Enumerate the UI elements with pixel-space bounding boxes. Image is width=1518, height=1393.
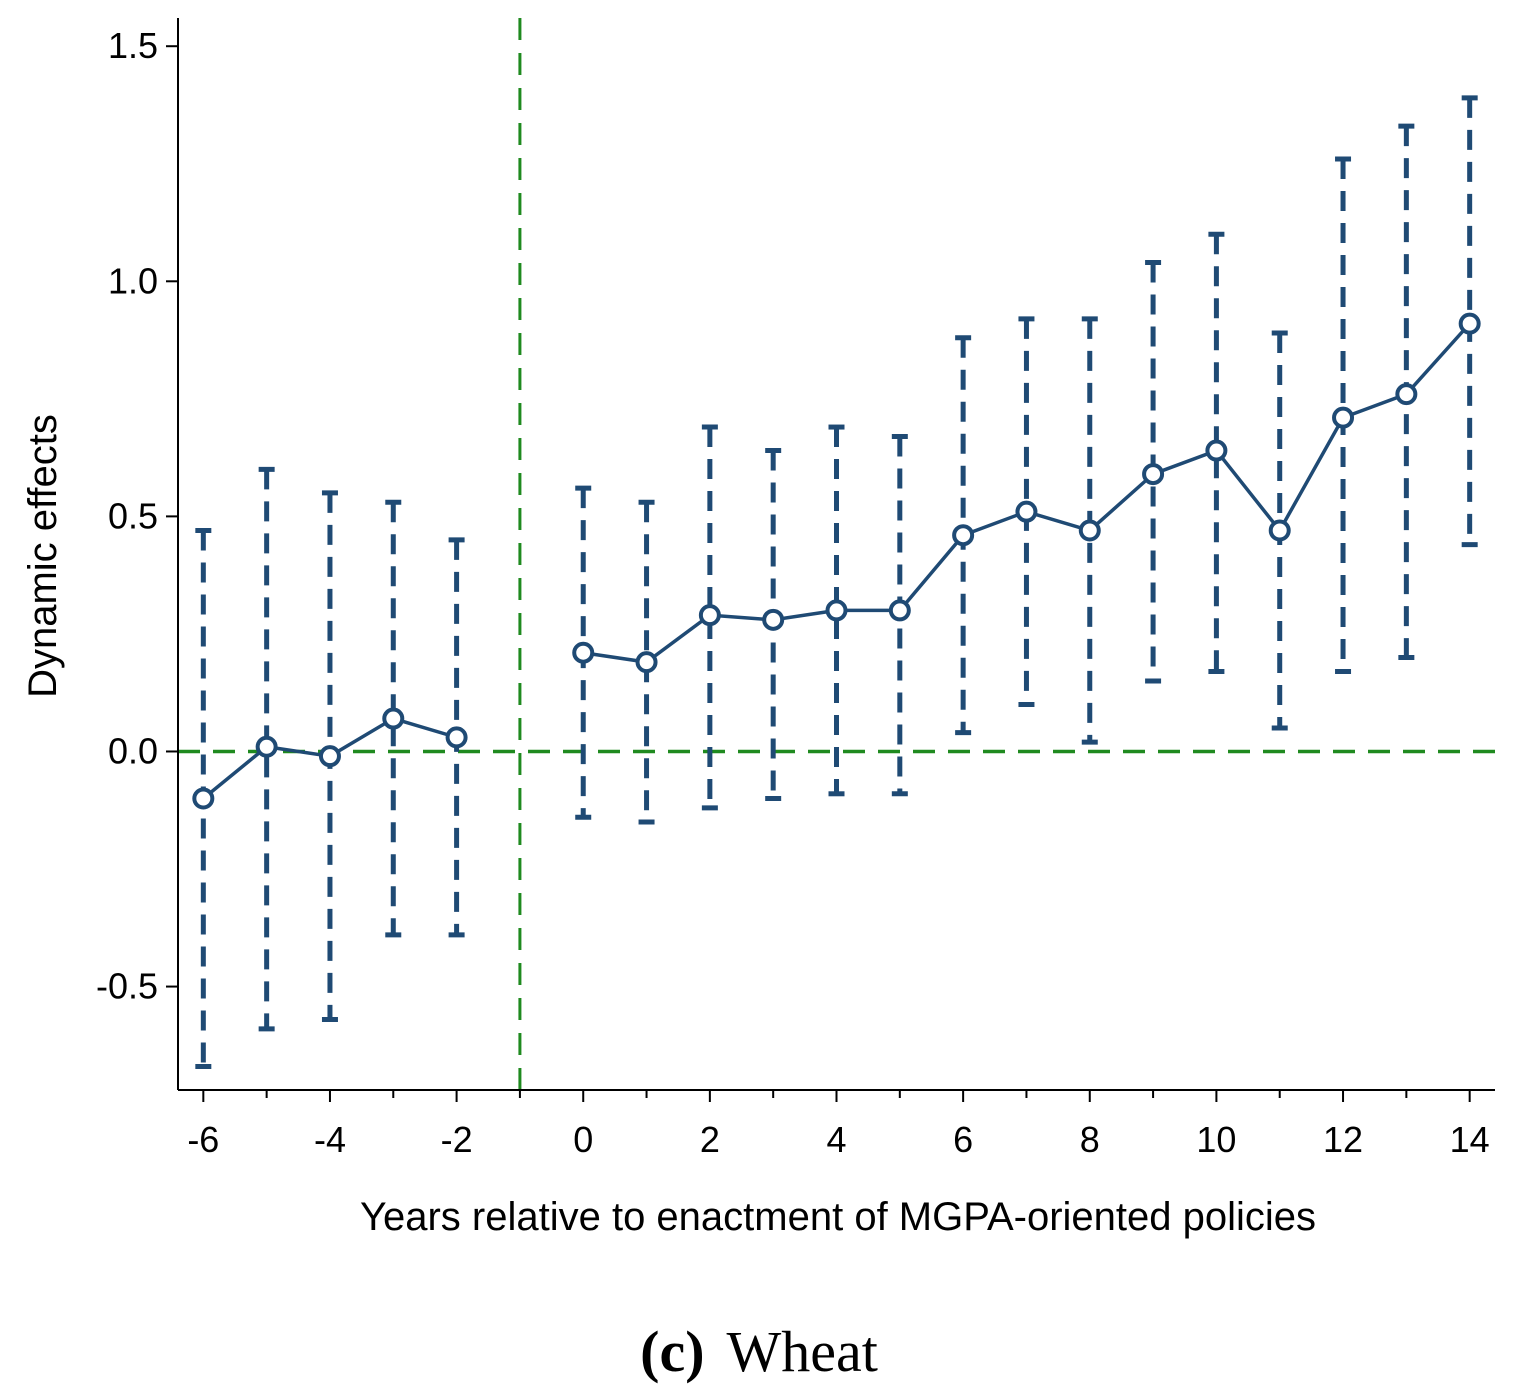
- point-marker: [762, 608, 785, 631]
- caption-tag: (c): [640, 1319, 705, 1384]
- y-tick-label: 0.0: [108, 730, 158, 771]
- x-tick-label: 10: [1196, 1119, 1236, 1160]
- point-marker: [888, 599, 911, 622]
- point-marker: [1015, 500, 1038, 523]
- point-marker: [1395, 383, 1418, 406]
- x-tick-label: -6: [187, 1119, 219, 1160]
- point-marker: [825, 599, 848, 622]
- point-marker: [1205, 439, 1228, 462]
- confidence-intervals: [195, 95, 1478, 1069]
- point-marker: [445, 726, 468, 749]
- x-tick-label: 6: [953, 1119, 973, 1160]
- x-tick-label: 2: [700, 1119, 720, 1160]
- y-tick-label: -0.5: [96, 966, 158, 1007]
- point-marker: [635, 651, 658, 674]
- y-tick-label: 0.5: [108, 495, 158, 536]
- point-marker: [572, 641, 595, 664]
- event-study-chart: -0.5 0.0 0.5 1.0 1.5 -6 -4 -2 0 2 4 6 8 10 12 14 Dynami…: [21, 18, 1495, 1239]
- point-marker: [318, 745, 341, 768]
- y-axis-title: Dynamic effects: [21, 414, 65, 698]
- x-tick-label: 14: [1450, 1119, 1490, 1160]
- x-tick-label: 12: [1323, 1119, 1363, 1160]
- x-tick-label: 8: [1080, 1119, 1100, 1160]
- point-marker: [382, 707, 405, 730]
- figure-caption: (c) Wheat: [0, 1318, 1518, 1385]
- point-marker: [255, 735, 278, 758]
- x-tick-label: -2: [441, 1119, 473, 1160]
- x-axis-title: Years relative to enactment of MGPA-orie…: [360, 1195, 1316, 1239]
- y-tick-label: 1.5: [108, 25, 158, 66]
- point-marker: [952, 524, 975, 547]
- x-tick-label: 4: [826, 1119, 846, 1160]
- point-marker: [1458, 312, 1481, 335]
- point-marker: [1078, 519, 1101, 542]
- point-marker: [698, 604, 721, 627]
- reference-lines: [178, 18, 1495, 1090]
- point-marker: [192, 787, 215, 810]
- point-marker: [1142, 463, 1165, 486]
- axes: -0.5 0.0 0.5 1.0 1.5 -6 -4 -2 0 2 4 6 8 10 12 14: [96, 18, 1495, 1160]
- y-tick-label: 1.0: [108, 260, 158, 301]
- x-tick-label: 0: [573, 1119, 593, 1160]
- point-marker: [1268, 519, 1291, 542]
- point-estimates: [192, 312, 1481, 810]
- point-marker: [1332, 406, 1355, 429]
- caption-text: Wheat: [726, 1319, 878, 1384]
- x-tick-label: -4: [314, 1119, 346, 1160]
